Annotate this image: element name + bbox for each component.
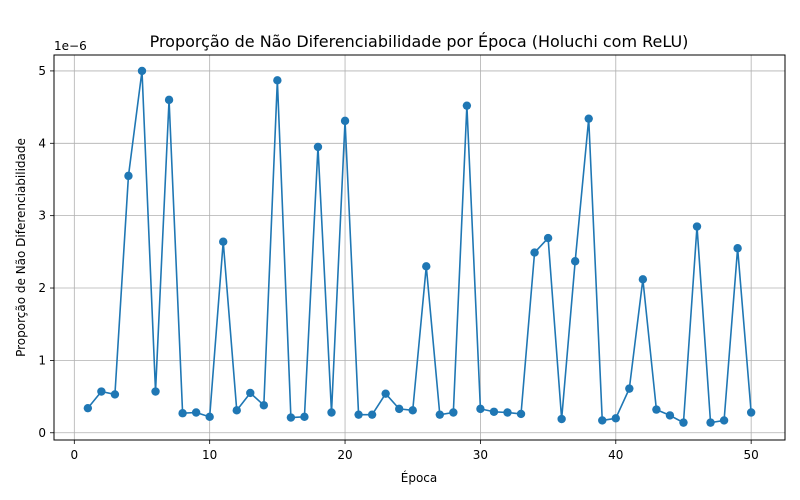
data-point xyxy=(543,233,553,243)
data-point xyxy=(733,244,742,253)
x-axis-label: Época xyxy=(401,470,438,485)
data-point xyxy=(381,389,390,398)
data-point xyxy=(340,116,350,126)
x-tick-label: 10 xyxy=(202,448,217,462)
y-tick-label: 3 xyxy=(38,209,46,223)
data-point xyxy=(191,408,201,417)
y-tick-label: 5 xyxy=(38,64,46,78)
data-point xyxy=(273,76,282,85)
data-point xyxy=(408,406,417,415)
y-axis: 0 1 2 3 4 5 xyxy=(38,64,54,440)
data-point xyxy=(110,390,120,399)
x-tick-label: 20 xyxy=(337,448,352,462)
data-point xyxy=(665,411,675,420)
data-point xyxy=(611,414,620,423)
data-point xyxy=(246,388,255,398)
data-point xyxy=(503,408,512,417)
data-point xyxy=(692,222,702,231)
data-point xyxy=(97,387,106,396)
data-point xyxy=(625,384,634,393)
data-point xyxy=(313,142,323,152)
data-point xyxy=(164,95,174,105)
x-tick-label: 50 xyxy=(744,448,759,462)
data-point xyxy=(178,409,187,418)
data-point xyxy=(462,101,472,110)
data-point xyxy=(286,413,296,422)
data-point xyxy=(205,412,214,422)
plot-frame xyxy=(53,54,786,441)
data-point xyxy=(516,409,526,419)
y-tick-label: 2 xyxy=(38,281,46,295)
y-tick-label: 1 xyxy=(38,353,46,367)
y-tick-label: 4 xyxy=(38,136,46,150)
data-point xyxy=(598,416,607,425)
data-point xyxy=(638,275,648,284)
x-axis: 0 10 20 30 40 50 xyxy=(70,440,759,462)
data-point xyxy=(719,416,729,425)
data-point xyxy=(367,410,377,419)
data-point xyxy=(679,418,688,427)
data-point xyxy=(137,66,147,76)
x-tick-label: 0 xyxy=(70,448,78,462)
data-point xyxy=(746,408,756,417)
data-point xyxy=(83,403,93,413)
data-point xyxy=(652,405,661,414)
data-point xyxy=(124,171,133,181)
x-tick-label: 40 xyxy=(608,448,623,462)
x-tick-label: 30 xyxy=(473,448,488,462)
data-point xyxy=(489,407,499,416)
data-point xyxy=(570,257,580,266)
data-point xyxy=(232,406,241,415)
data-point xyxy=(530,248,539,257)
data-point xyxy=(151,387,160,396)
data-point xyxy=(584,114,593,123)
data-point xyxy=(327,408,336,417)
data-point xyxy=(706,418,715,427)
y-axis-label: Proporção de Não Diferenciabilidade xyxy=(14,138,28,357)
data-point xyxy=(300,412,309,422)
data-point xyxy=(435,410,445,419)
data-point xyxy=(422,262,431,271)
data-point xyxy=(449,408,458,417)
data-point xyxy=(259,401,269,410)
series-layer xyxy=(83,66,756,427)
data-point xyxy=(394,404,404,414)
y-tick-label: 0 xyxy=(38,426,46,440)
data-point xyxy=(557,414,566,424)
y-offset-label: 1e−6 xyxy=(54,39,87,53)
data-point xyxy=(354,410,363,419)
data-point xyxy=(476,404,485,414)
chart-title: Proporção de Não Diferenciabilidade por … xyxy=(150,32,689,51)
data-point xyxy=(219,237,228,246)
